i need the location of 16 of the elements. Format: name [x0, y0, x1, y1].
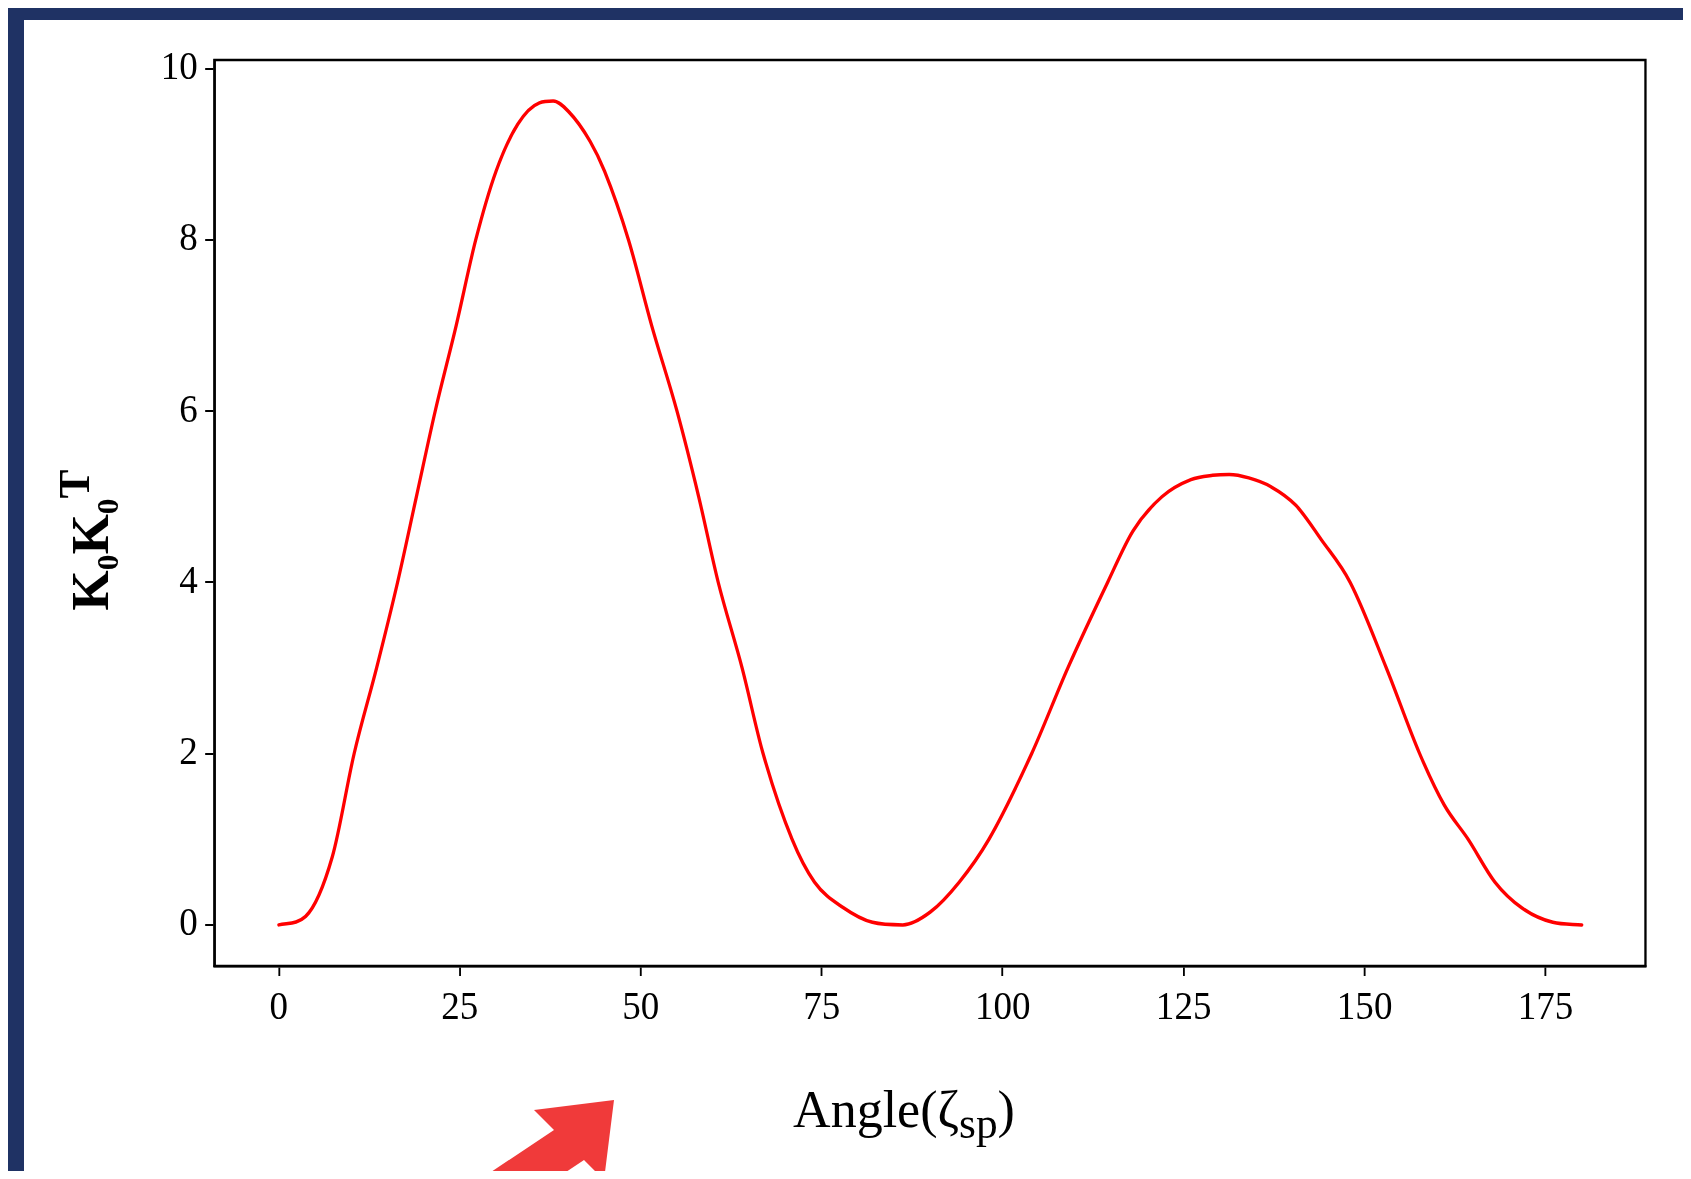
x-tick-label: 150 [1336, 983, 1393, 1027]
x-tick-label: 100 [974, 983, 1031, 1027]
x-tick-label: 50 [622, 983, 660, 1027]
y-tick-label: 10 [160, 43, 198, 88]
y-tick-label: 8 [179, 215, 198, 259]
x-tick-label: 175 [1517, 983, 1574, 1027]
line-series [277, 99, 1584, 927]
y-tick-label: 2 [179, 728, 198, 773]
y-tick-label: 0 [179, 900, 198, 944]
y-tick-label: 4 [179, 557, 198, 602]
y-tick-label: 6 [179, 386, 198, 430]
x-axis-title: Angle(ζ$_{sp}$) [792, 1080, 1016, 1149]
x-tick-label: 125 [1155, 983, 1212, 1027]
x-tick-label: 0 [269, 983, 289, 1027]
x-tick-label: 75 [803, 983, 841, 1027]
x-tick-label: 25 [441, 983, 479, 1027]
